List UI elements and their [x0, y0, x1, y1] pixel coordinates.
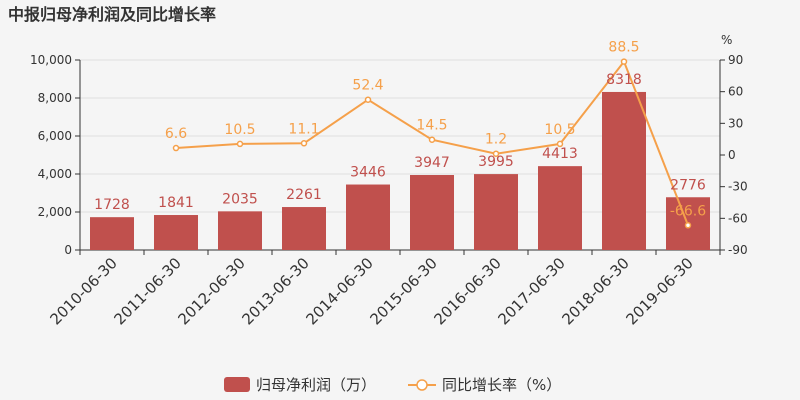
left-tick-label: 4,000: [38, 167, 72, 181]
growth-point: [428, 136, 436, 143]
growth-value-label: 14.5: [416, 118, 447, 134]
x-tick-label: 2010-06-30: [46, 254, 120, 328]
x-tick-label: 2013-06-30: [238, 254, 312, 328]
right-tick-label: -30: [728, 180, 748, 194]
x-tick-label: 2018-06-30: [558, 254, 632, 328]
chart-title: 中报归母净利润及同比增长率: [8, 5, 216, 24]
bar: [90, 217, 134, 250]
bar-value-label: 2776: [670, 177, 706, 193]
legend-bar-swatch: [224, 377, 250, 392]
bar-value-label: 1728: [94, 197, 130, 213]
left-tick-label: 0: [64, 243, 72, 257]
right-tick-label: -90: [728, 243, 748, 257]
bar: [282, 207, 326, 250]
bar: [602, 91, 646, 250]
bar: [154, 215, 198, 250]
bar-value-label: 3995: [478, 154, 514, 170]
growth-value-label: 10.5: [544, 122, 575, 138]
left-tick-label: 10,000: [30, 53, 72, 67]
growth-point: [172, 144, 180, 152]
growth-value-label: 6.6: [165, 126, 187, 142]
legend-bar-label: 归母净利润（万）: [256, 376, 376, 394]
bar-value-label: 2261: [286, 187, 322, 203]
data-labels: 1728 1841 2035 2261 3446 3947 3995 4413 8318 2776…: [94, 40, 706, 220]
bar-value-label: 4413: [542, 146, 578, 162]
bar-value-label: 8318: [606, 72, 642, 88]
x-tick-label: 2012-06-30: [174, 254, 248, 328]
x-tick-label: 2017-06-30: [494, 254, 568, 328]
growth-line: [172, 58, 692, 229]
legend: 归母净利润（万） 同比增长率（%）: [224, 376, 561, 394]
growth-point: [556, 140, 564, 148]
x-tick-label: 2015-06-30: [366, 254, 440, 328]
right-axis-unit: %: [721, 33, 732, 47]
growth-point: [620, 58, 628, 65]
bar-value-label: 3446: [350, 165, 386, 181]
bar: [538, 166, 582, 250]
left-tick-label: 6,000: [38, 129, 72, 143]
x-tick-label: 2011-06-30: [110, 254, 184, 328]
growth-value-label: 10.5: [224, 122, 255, 138]
bar: [218, 211, 262, 250]
growth-point: [236, 140, 244, 148]
growth-point: [492, 150, 500, 157]
bar-value-label: 3947: [414, 155, 450, 171]
legend-line-label: 同比增长率（%）: [442, 376, 561, 394]
legend-line-marker: [416, 379, 428, 391]
growth-value-label: 1.2: [485, 132, 507, 148]
right-tick-label: 0: [728, 148, 736, 162]
growth-point: [300, 140, 308, 147]
right-tick-label: 30: [728, 116, 743, 130]
x-tick-label: 2014-06-30: [302, 254, 376, 328]
right-tick-label: -60: [728, 211, 748, 225]
bar: [346, 184, 390, 250]
bar-value-label: 2035: [222, 191, 258, 207]
growth-value-label: 52.4: [352, 78, 383, 94]
bar: [474, 174, 518, 250]
left-tick-label: 8,000: [38, 91, 72, 105]
right-tick-label: 60: [728, 85, 743, 99]
bar: [410, 175, 454, 250]
growth-value-label: -66.6: [670, 203, 706, 219]
right-tick-label: 90: [728, 53, 743, 67]
x-tick-label: 2016-06-30: [430, 254, 504, 328]
x-tick-label: 2019-06-30: [622, 254, 696, 328]
growth-point: [684, 222, 692, 229]
bars: [90, 91, 710, 250]
left-tick-label: 2,000: [38, 205, 72, 219]
growth-value-label: 88.5: [608, 40, 639, 56]
bar-value-label: 1841: [158, 195, 194, 211]
growth-value-label: 11.1: [288, 121, 319, 137]
growth-point: [364, 96, 372, 103]
